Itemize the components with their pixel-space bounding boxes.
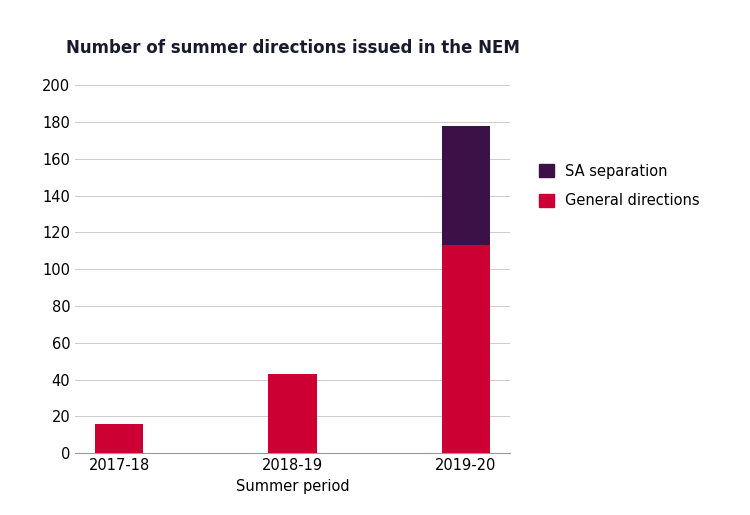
Bar: [94, 424, 143, 453]
Bar: [268, 374, 316, 453]
Title: Number of summer directions issued in the NEM: Number of summer directions issued in th…: [65, 39, 520, 57]
Legend: SA separation, General directions: SA separation, General directions: [535, 159, 704, 213]
Bar: [442, 245, 491, 453]
X-axis label: Summer period: Summer period: [236, 478, 350, 493]
Bar: [442, 126, 491, 245]
